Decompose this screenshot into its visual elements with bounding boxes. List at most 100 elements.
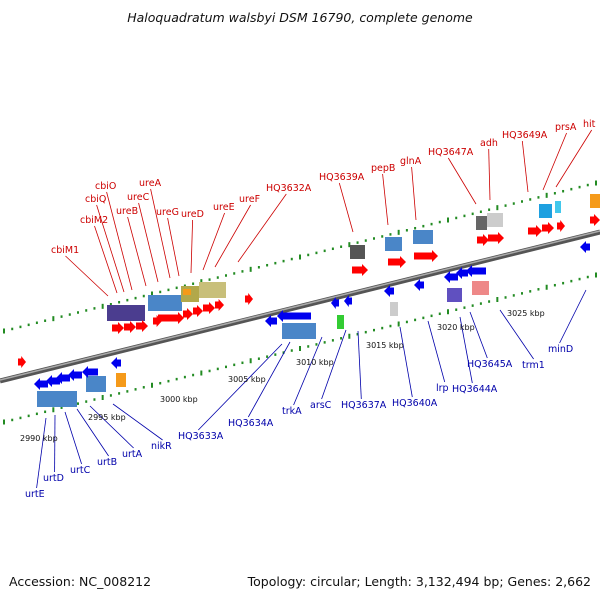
- tick-mark: [340, 337, 343, 340]
- tick-mark: [257, 357, 260, 360]
- gene-label-urtD: urtD: [43, 473, 64, 484]
- leader-trkA: [293, 336, 323, 406]
- gene-label-cbiQ: cbiQ: [85, 194, 106, 205]
- leader-glnA: [411, 166, 417, 221]
- tick-mark: [192, 373, 195, 377]
- tick-mark: [77, 311, 79, 314]
- tick-mark: [455, 216, 458, 220]
- box-HQ3645A: [472, 281, 489, 295]
- arrow-glnA: [414, 250, 438, 262]
- tick-mark: [323, 341, 326, 344]
- tick-mark: [471, 212, 474, 216]
- leader-cbiO: [106, 191, 133, 291]
- tick-mark: [233, 272, 236, 275]
- tick-mark: [249, 266, 252, 272]
- leader-urtE: [36, 417, 47, 489]
- gene-label-HQ3649A: HQ3649A: [502, 130, 548, 141]
- tick-mark: [447, 309, 449, 315]
- arrow-ureG: [193, 305, 203, 317]
- leader-HQ3645A: [469, 311, 488, 359]
- gene-label-ureC: ureC: [127, 192, 150, 203]
- tick-mark: [488, 208, 491, 211]
- leader-ureF: [214, 204, 251, 268]
- box-pepB: [385, 237, 402, 251]
- leader-HQ3633A: [198, 343, 283, 431]
- leader-urtC: [64, 411, 82, 465]
- tick-mark: [504, 296, 507, 299]
- tick-mark: [274, 261, 277, 265]
- tick-mark: [35, 321, 38, 325]
- tick-mark: [496, 205, 499, 211]
- box-HQ3634A: [282, 323, 316, 339]
- box-urt-2: [86, 376, 106, 392]
- tick-mark: [142, 294, 145, 298]
- box-urt-3: [116, 373, 126, 387]
- box-hit: [590, 194, 600, 208]
- tick-mark: [208, 369, 211, 373]
- tick-mark: [118, 392, 121, 395]
- tick-mark: [463, 306, 466, 309]
- tick-mark: [282, 351, 285, 354]
- box-HQ3640A: [390, 302, 398, 316]
- feature-arrows: [18, 214, 600, 390]
- tick-mark: [562, 189, 565, 193]
- arrow-urtC: [56, 372, 70, 384]
- tick-mark: [414, 318, 417, 322]
- tick-mark: [151, 291, 153, 297]
- tick-mark: [68, 313, 71, 316]
- gene-label-HQ3639A: HQ3639A: [319, 172, 365, 183]
- tick-mark: [512, 294, 515, 297]
- tick-mark: [101, 395, 104, 400]
- leader-HQ3639A: [338, 182, 354, 233]
- gene-label-lrp: lrp: [436, 383, 449, 394]
- tick-marks: [3, 180, 597, 425]
- arrow-ureD: [203, 302, 215, 314]
- arrow-left-edge: [18, 356, 26, 368]
- leader-cbiM1: [65, 255, 109, 297]
- box-HQ3639A: [350, 245, 365, 259]
- gene-label-minD: minD: [548, 344, 573, 355]
- box-prsA: [539, 204, 552, 218]
- arrow-HQ3634A: [277, 310, 311, 322]
- tick-mark: [93, 307, 96, 310]
- tick-mark: [183, 375, 186, 379]
- tick-mark: [315, 251, 318, 255]
- gene-label-urtA: urtA: [122, 449, 143, 460]
- tick-mark: [356, 332, 359, 336]
- leader-ureB: [127, 216, 147, 287]
- tick-mark: [159, 290, 162, 294]
- gene-label-adh: adh: [480, 138, 498, 149]
- tick-mark: [397, 229, 400, 235]
- gene-label-ureB: ureB: [116, 206, 138, 217]
- gene-label-HQ3637A: HQ3637A: [341, 400, 387, 411]
- tick-mark: [77, 402, 79, 405]
- box-cbi-cluster: [107, 305, 145, 321]
- tick-mark: [595, 180, 597, 186]
- box-urt-1: [37, 391, 77, 407]
- tick-mark: [553, 192, 556, 195]
- gene-label-ureF: ureF: [239, 194, 260, 205]
- tick-mark: [225, 274, 227, 277]
- reverse-gene-labels: urtE urtD urtC urtB urtA nikR HQ3633A HQ3634A tr…: [25, 344, 573, 500]
- tick-mark: [578, 277, 581, 281]
- tick-mark: [364, 239, 367, 242]
- tick-mark: [315, 343, 318, 346]
- tick-mark: [463, 214, 466, 218]
- tick-mark: [422, 316, 425, 320]
- tick-mark: [397, 321, 400, 327]
- leader-ureC: [138, 202, 159, 283]
- scale-label: 3015 kbp: [366, 341, 404, 350]
- tick-mark: [52, 407, 55, 413]
- tick-mark: [11, 418, 14, 422]
- tick-mark: [331, 339, 334, 342]
- arrow-ureA: [183, 308, 193, 320]
- genome-backbone: [0, 229, 600, 384]
- tick-mark: [438, 220, 441, 224]
- leader-ureD: [190, 219, 193, 274]
- tick-mark: [545, 192, 548, 198]
- top-tick-row: [3, 180, 597, 334]
- gene-label-ureE: ureE: [213, 202, 235, 213]
- tick-mark: [44, 410, 47, 414]
